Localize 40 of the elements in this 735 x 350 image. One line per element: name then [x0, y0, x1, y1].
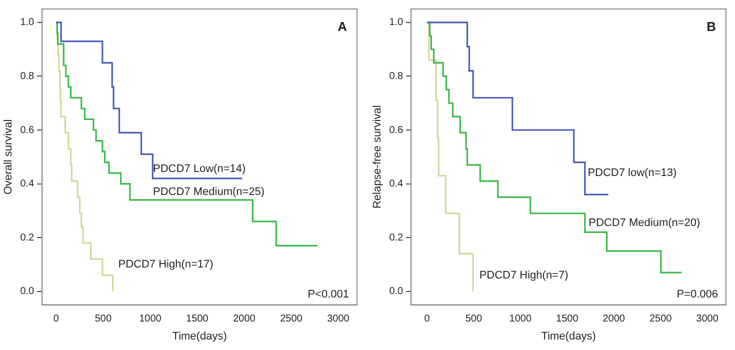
y-axis-title: Relapse-free survival [372, 105, 384, 209]
y-tick-label: 0.6 [20, 124, 35, 136]
y-tick-label: 0.4 [20, 178, 35, 190]
x-axis-title: Time(days) [172, 330, 227, 342]
series-label: PDCD7 low(n=13) [588, 167, 677, 180]
x-tick-label: 500 [94, 314, 112, 325]
y-tick-label: 0.4 [389, 178, 404, 190]
series-label: PDCD7 Low(n=14) [153, 163, 246, 176]
x-tick-label: 2000 [602, 314, 626, 325]
y-tick-label: 0.2 [389, 232, 404, 244]
series-label: PDCD7 Medium(n=20) [588, 216, 700, 229]
x-tick-label: 3000 [327, 314, 350, 325]
x-tick-label: 2000 [233, 314, 256, 325]
y-tick-label: 0.8 [20, 70, 35, 82]
y-axis-title: Overall survival [2, 119, 15, 194]
x-tick-label: 1500 [186, 314, 209, 325]
series-label: PDCD7 High(n=7) [479, 269, 568, 282]
x-tick-label: 1000 [509, 314, 532, 325]
y-tick-label: 0.2 [20, 232, 35, 244]
y-tick-label: 0.6 [389, 124, 404, 136]
y-tick-label: 1.0 [20, 17, 35, 28]
x-tick-label: 2500 [649, 314, 672, 325]
annotation: P=0.006 [676, 288, 718, 300]
series-label: PDCD7 Medium(n=25) [153, 186, 265, 198]
x-tick-label: 0 [424, 314, 430, 325]
annotation: A [338, 19, 348, 34]
x-tick-label: 1500 [556, 314, 579, 325]
x-tick-label: 3000 [696, 314, 719, 325]
x-tick-label: 500 [465, 314, 482, 325]
y-tick-label: 0.0 [389, 286, 404, 298]
y-tick-label: 1.0 [389, 17, 404, 28]
annotation: P<0.001 [308, 288, 349, 300]
y-tick-label: 0.0 [20, 286, 35, 298]
x-tick-label: 0 [53, 314, 60, 325]
annotation: B [706, 19, 716, 34]
x-tick-label: 2500 [280, 314, 303, 325]
y-tick-label: 0.8 [389, 70, 404, 82]
x-tick-label: 1000 [139, 314, 162, 325]
x-axis-title: Time(days) [541, 330, 596, 342]
series-label: PDCD7 High(n=17) [118, 258, 214, 270]
